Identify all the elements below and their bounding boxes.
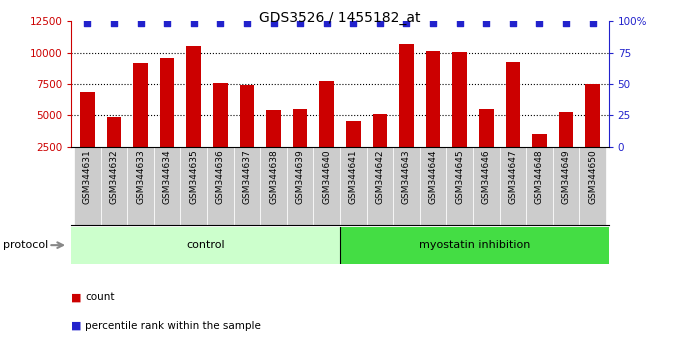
Text: GSM344635: GSM344635 xyxy=(189,149,199,204)
Bar xyxy=(293,109,307,178)
Point xyxy=(215,20,226,26)
Bar xyxy=(266,110,281,178)
Bar xyxy=(127,147,154,225)
Bar xyxy=(452,52,467,178)
Text: GSM344638: GSM344638 xyxy=(269,149,278,204)
Text: GSM344649: GSM344649 xyxy=(562,149,571,204)
Bar xyxy=(579,147,606,225)
Bar xyxy=(186,46,201,178)
Bar xyxy=(107,117,121,178)
Text: control: control xyxy=(186,240,225,250)
Text: GSM344631: GSM344631 xyxy=(83,149,92,204)
Bar xyxy=(234,147,260,225)
Bar xyxy=(133,63,148,178)
Point xyxy=(428,20,439,26)
Text: GSM344643: GSM344643 xyxy=(402,149,411,204)
Bar xyxy=(180,147,207,225)
Bar xyxy=(393,147,420,225)
Bar xyxy=(340,227,609,264)
Bar xyxy=(239,85,254,178)
Point xyxy=(82,20,92,26)
Bar xyxy=(340,147,367,225)
Bar xyxy=(532,135,547,178)
Text: GSM344632: GSM344632 xyxy=(109,149,118,204)
Text: GSM344646: GSM344646 xyxy=(481,149,491,204)
Point xyxy=(454,20,465,26)
Text: GSM344650: GSM344650 xyxy=(588,149,597,204)
Point xyxy=(560,20,571,26)
Bar xyxy=(154,147,180,225)
Point xyxy=(109,20,120,26)
Bar xyxy=(500,147,526,225)
Text: ■: ■ xyxy=(71,292,82,302)
Text: GSM344633: GSM344633 xyxy=(136,149,145,204)
Point xyxy=(588,20,598,26)
Point xyxy=(162,20,173,26)
Text: GSM344639: GSM344639 xyxy=(296,149,305,204)
Bar xyxy=(101,147,127,225)
Text: GSM344642: GSM344642 xyxy=(375,149,384,204)
Text: GSM344647: GSM344647 xyxy=(509,149,517,204)
Bar xyxy=(479,109,494,178)
Point xyxy=(534,20,545,26)
Point xyxy=(348,20,359,26)
Bar xyxy=(399,44,414,178)
Point xyxy=(268,20,279,26)
Bar xyxy=(367,147,393,225)
Text: GSM344645: GSM344645 xyxy=(455,149,464,204)
Text: GSM344636: GSM344636 xyxy=(216,149,225,204)
Bar xyxy=(80,92,95,178)
Text: GSM344634: GSM344634 xyxy=(163,149,171,204)
Point xyxy=(241,20,252,26)
Bar xyxy=(505,62,520,178)
Point xyxy=(321,20,332,26)
Bar xyxy=(446,147,473,225)
Text: GDS3526 / 1455182_at: GDS3526 / 1455182_at xyxy=(259,11,421,25)
Bar xyxy=(287,147,313,225)
Point xyxy=(481,20,492,26)
Bar xyxy=(160,58,175,178)
Bar xyxy=(260,147,287,225)
Bar xyxy=(320,81,334,178)
Bar xyxy=(553,147,579,225)
Bar xyxy=(207,147,234,225)
Bar xyxy=(74,147,101,225)
Bar xyxy=(346,120,360,178)
Text: protocol: protocol xyxy=(3,240,49,250)
Text: ■: ■ xyxy=(71,321,82,331)
Point xyxy=(294,20,305,26)
Bar xyxy=(526,147,553,225)
Bar xyxy=(373,114,387,178)
Text: GSM344640: GSM344640 xyxy=(322,149,331,204)
Text: percentile rank within the sample: percentile rank within the sample xyxy=(85,321,261,331)
Point xyxy=(188,20,199,26)
Bar xyxy=(313,147,340,225)
Text: GSM344641: GSM344641 xyxy=(349,149,358,204)
Bar xyxy=(420,147,446,225)
Text: GSM344644: GSM344644 xyxy=(428,149,437,204)
Bar xyxy=(473,147,500,225)
Bar xyxy=(71,227,340,264)
Bar xyxy=(585,84,600,178)
Bar xyxy=(426,51,441,178)
Bar xyxy=(213,83,228,178)
Point xyxy=(507,20,518,26)
Text: myostatin inhibition: myostatin inhibition xyxy=(419,240,530,250)
Point xyxy=(135,20,146,26)
Point xyxy=(375,20,386,26)
Text: count: count xyxy=(85,292,114,302)
Text: GSM344637: GSM344637 xyxy=(243,149,252,204)
Point xyxy=(401,20,412,26)
Bar xyxy=(559,112,573,178)
Text: GSM344648: GSM344648 xyxy=(535,149,544,204)
